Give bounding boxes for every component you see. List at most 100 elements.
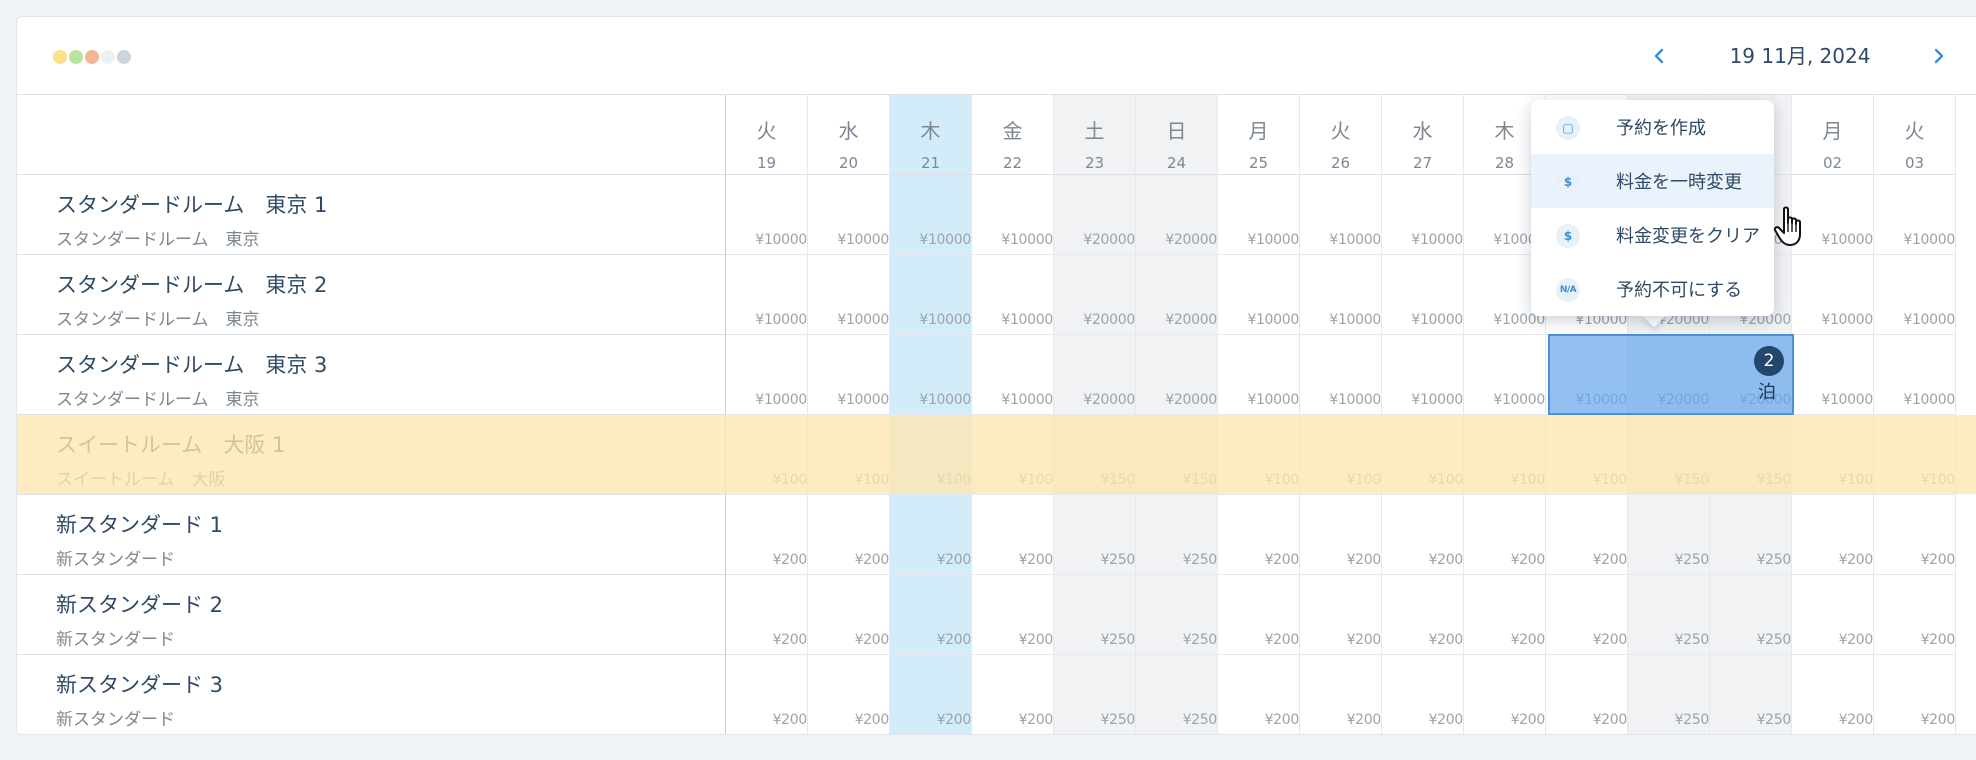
rate-cell[interactable]: ¥200 xyxy=(1464,655,1546,734)
day-header[interactable]: 月 25 xyxy=(1218,95,1299,175)
rate-cell[interactable]: ¥200 xyxy=(808,575,889,655)
rate-cell[interactable]: ¥200 xyxy=(1792,575,1873,655)
rate-cell[interactable]: ¥200 xyxy=(1300,575,1381,655)
rate-cell[interactable]: ¥100 xyxy=(972,415,1053,495)
day-header[interactable]: 木 28 xyxy=(1464,95,1545,175)
rate-cell[interactable]: ¥200 xyxy=(972,575,1053,655)
rate-cell[interactable]: ¥20000 xyxy=(1136,335,1217,415)
day-header[interactable]: 木 21 xyxy=(890,95,971,175)
rate-cell[interactable]: ¥10000 xyxy=(1464,335,1545,415)
day-header[interactable]: 火 03 xyxy=(1874,95,1955,175)
rate-cell[interactable]: ¥20000 xyxy=(1136,175,1217,255)
rate-cell[interactable]: ¥200 xyxy=(1792,495,1873,575)
rate-cell[interactable]: ¥150 xyxy=(1710,415,1791,495)
rate-cell[interactable]: ¥250 xyxy=(1628,495,1709,575)
rate-cell[interactable]: ¥10000 xyxy=(808,175,889,255)
rate-cell[interactable]: ¥200 xyxy=(808,495,889,575)
rate-cell[interactable]: ¥10000 xyxy=(726,255,807,335)
rate-cell[interactable]: ¥200 xyxy=(1382,495,1463,575)
rate-cell[interactable]: ¥100 xyxy=(1464,415,1545,495)
rate-cell[interactable]: ¥10000 xyxy=(1300,255,1381,335)
rate-cell[interactable]: ¥20000 xyxy=(1054,175,1135,255)
rate-cell[interactable]: ¥150 xyxy=(1054,415,1135,495)
rate-cell[interactable]: ¥10000 xyxy=(1382,255,1463,335)
rate-cell[interactable]: ¥10000 xyxy=(808,335,889,415)
room-row[interactable]: スタンダードルーム 東京 2 スタンダードルーム 東京 xyxy=(17,255,725,335)
rate-cell[interactable]: ¥250 xyxy=(1628,655,1710,734)
next-date-button[interactable] xyxy=(1924,41,1954,71)
rate-cell[interactable]: ¥200 xyxy=(1218,575,1299,655)
rate-cell[interactable]: ¥10000 xyxy=(1382,175,1463,255)
rate-cell[interactable]: ¥250 xyxy=(1136,575,1217,655)
rate-cell[interactable]: ¥200 xyxy=(1546,495,1627,575)
rate-cell[interactable]: ¥100 xyxy=(1546,415,1627,495)
room-row[interactable]: 新スタンダード 3 新スタンダード xyxy=(17,655,725,734)
rate-cell[interactable]: ¥20000 xyxy=(1054,335,1135,415)
rate-cell[interactable]: ¥200 xyxy=(1546,655,1628,734)
rate-cell[interactable]: ¥200 xyxy=(1792,655,1874,734)
rate-cell[interactable]: ¥20000 xyxy=(1710,335,1791,415)
prev-date-button[interactable] xyxy=(1644,41,1674,71)
day-header[interactable]: 水 27 xyxy=(1382,95,1463,175)
current-date-label[interactable]: 19 11月, 2024 xyxy=(1729,44,1871,68)
rate-cell[interactable]: ¥250 xyxy=(1710,655,1792,734)
rate-cell[interactable]: ¥200 xyxy=(890,655,972,734)
rate-cell[interactable]: ¥200 xyxy=(1300,655,1382,734)
rate-cell[interactable]: ¥200 xyxy=(1218,495,1299,575)
rate-cell[interactable]: ¥200 xyxy=(726,495,807,575)
day-header[interactable]: 土 23 xyxy=(1054,95,1135,175)
rate-cell[interactable]: ¥10000 xyxy=(890,335,971,415)
rate-cell[interactable]: ¥100 xyxy=(726,415,807,495)
rate-cell[interactable]: ¥150 xyxy=(1136,415,1217,495)
rate-cell[interactable]: ¥10000 xyxy=(1464,255,1545,335)
rate-cell[interactable]: ¥10000 xyxy=(1546,335,1627,415)
rate-cell[interactable]: ¥10000 xyxy=(1874,175,1955,255)
create-booking-menu-item[interactable]: ▢ 予約を作成 xyxy=(1531,100,1774,154)
rate-cell[interactable]: ¥200 xyxy=(808,655,890,734)
rate-cell[interactable]: ¥250 xyxy=(1710,575,1791,655)
rate-cell[interactable]: ¥100 xyxy=(1382,415,1463,495)
rate-cell[interactable]: ¥10000 xyxy=(1874,335,1955,415)
rate-cell[interactable]: ¥200 xyxy=(1874,655,1956,734)
rate-cell[interactable]: ¥10000 xyxy=(1792,335,1873,415)
rate-cell[interactable]: ¥200 xyxy=(1874,495,1955,575)
rate-cell[interactable]: ¥250 xyxy=(1628,575,1709,655)
clear-rate-change-menu-item[interactable]: $ 料金変更をクリア xyxy=(1531,208,1774,262)
day-header[interactable]: 火 19 xyxy=(726,95,807,175)
rate-cell[interactable]: ¥10000 xyxy=(1218,175,1299,255)
rate-cell[interactable]: ¥20000 xyxy=(1136,255,1217,335)
temporary-rate-change-menu-item[interactable]: $ 料金を一時変更 xyxy=(1531,154,1774,208)
room-row[interactable]: スタンダードルーム 東京 3 スタンダードルーム 東京 xyxy=(17,335,725,415)
rate-cell[interactable]: ¥10000 xyxy=(972,335,1053,415)
rate-cell[interactable]: ¥200 xyxy=(1464,495,1545,575)
rate-cell[interactable]: ¥200 xyxy=(1546,575,1627,655)
rate-cell[interactable]: ¥200 xyxy=(1464,575,1545,655)
room-row[interactable]: 新スタンダード 2 新スタンダード xyxy=(17,575,725,655)
rate-cell[interactable]: ¥250 xyxy=(1054,655,1136,734)
room-row[interactable]: スイートルーム 大阪 1 スイートルーム 大阪 xyxy=(17,415,725,495)
rate-cell[interactable]: ¥10000 xyxy=(1792,255,1873,335)
rate-cell[interactable]: ¥200 xyxy=(890,575,971,655)
rate-cell[interactable]: ¥10000 xyxy=(1792,175,1873,255)
rate-cell[interactable]: ¥100 xyxy=(1300,415,1381,495)
rate-cell[interactable]: ¥10000 xyxy=(1218,255,1299,335)
rate-cell[interactable]: ¥200 xyxy=(890,495,971,575)
rate-cell[interactable]: ¥10000 xyxy=(726,175,807,255)
rate-cell[interactable]: ¥10000 xyxy=(1874,255,1955,335)
rate-cell[interactable]: ¥20000 xyxy=(1628,335,1709,415)
rate-cell[interactable]: ¥10000 xyxy=(890,255,971,335)
rate-cell[interactable]: ¥100 xyxy=(1218,415,1299,495)
rate-cell[interactable]: ¥200 xyxy=(1218,655,1300,734)
rate-cell[interactable]: ¥100 xyxy=(1792,415,1873,495)
day-header[interactable]: 金 22 xyxy=(972,95,1053,175)
rate-cell[interactable]: ¥200 xyxy=(972,655,1054,734)
rate-cell[interactable]: ¥200 xyxy=(1874,575,1955,655)
rate-cell[interactable]: ¥10000 xyxy=(726,335,807,415)
rate-cell[interactable]: ¥10000 xyxy=(1218,335,1299,415)
rate-cell[interactable]: ¥100 xyxy=(1874,415,1955,495)
rate-cell[interactable]: ¥200 xyxy=(726,655,808,734)
rate-cell[interactable]: ¥10000 xyxy=(1300,175,1381,255)
rate-cell[interactable]: ¥250 xyxy=(1054,575,1135,655)
rate-cell[interactable]: ¥10000 xyxy=(890,175,971,255)
rate-cell[interactable]: ¥200 xyxy=(726,575,807,655)
